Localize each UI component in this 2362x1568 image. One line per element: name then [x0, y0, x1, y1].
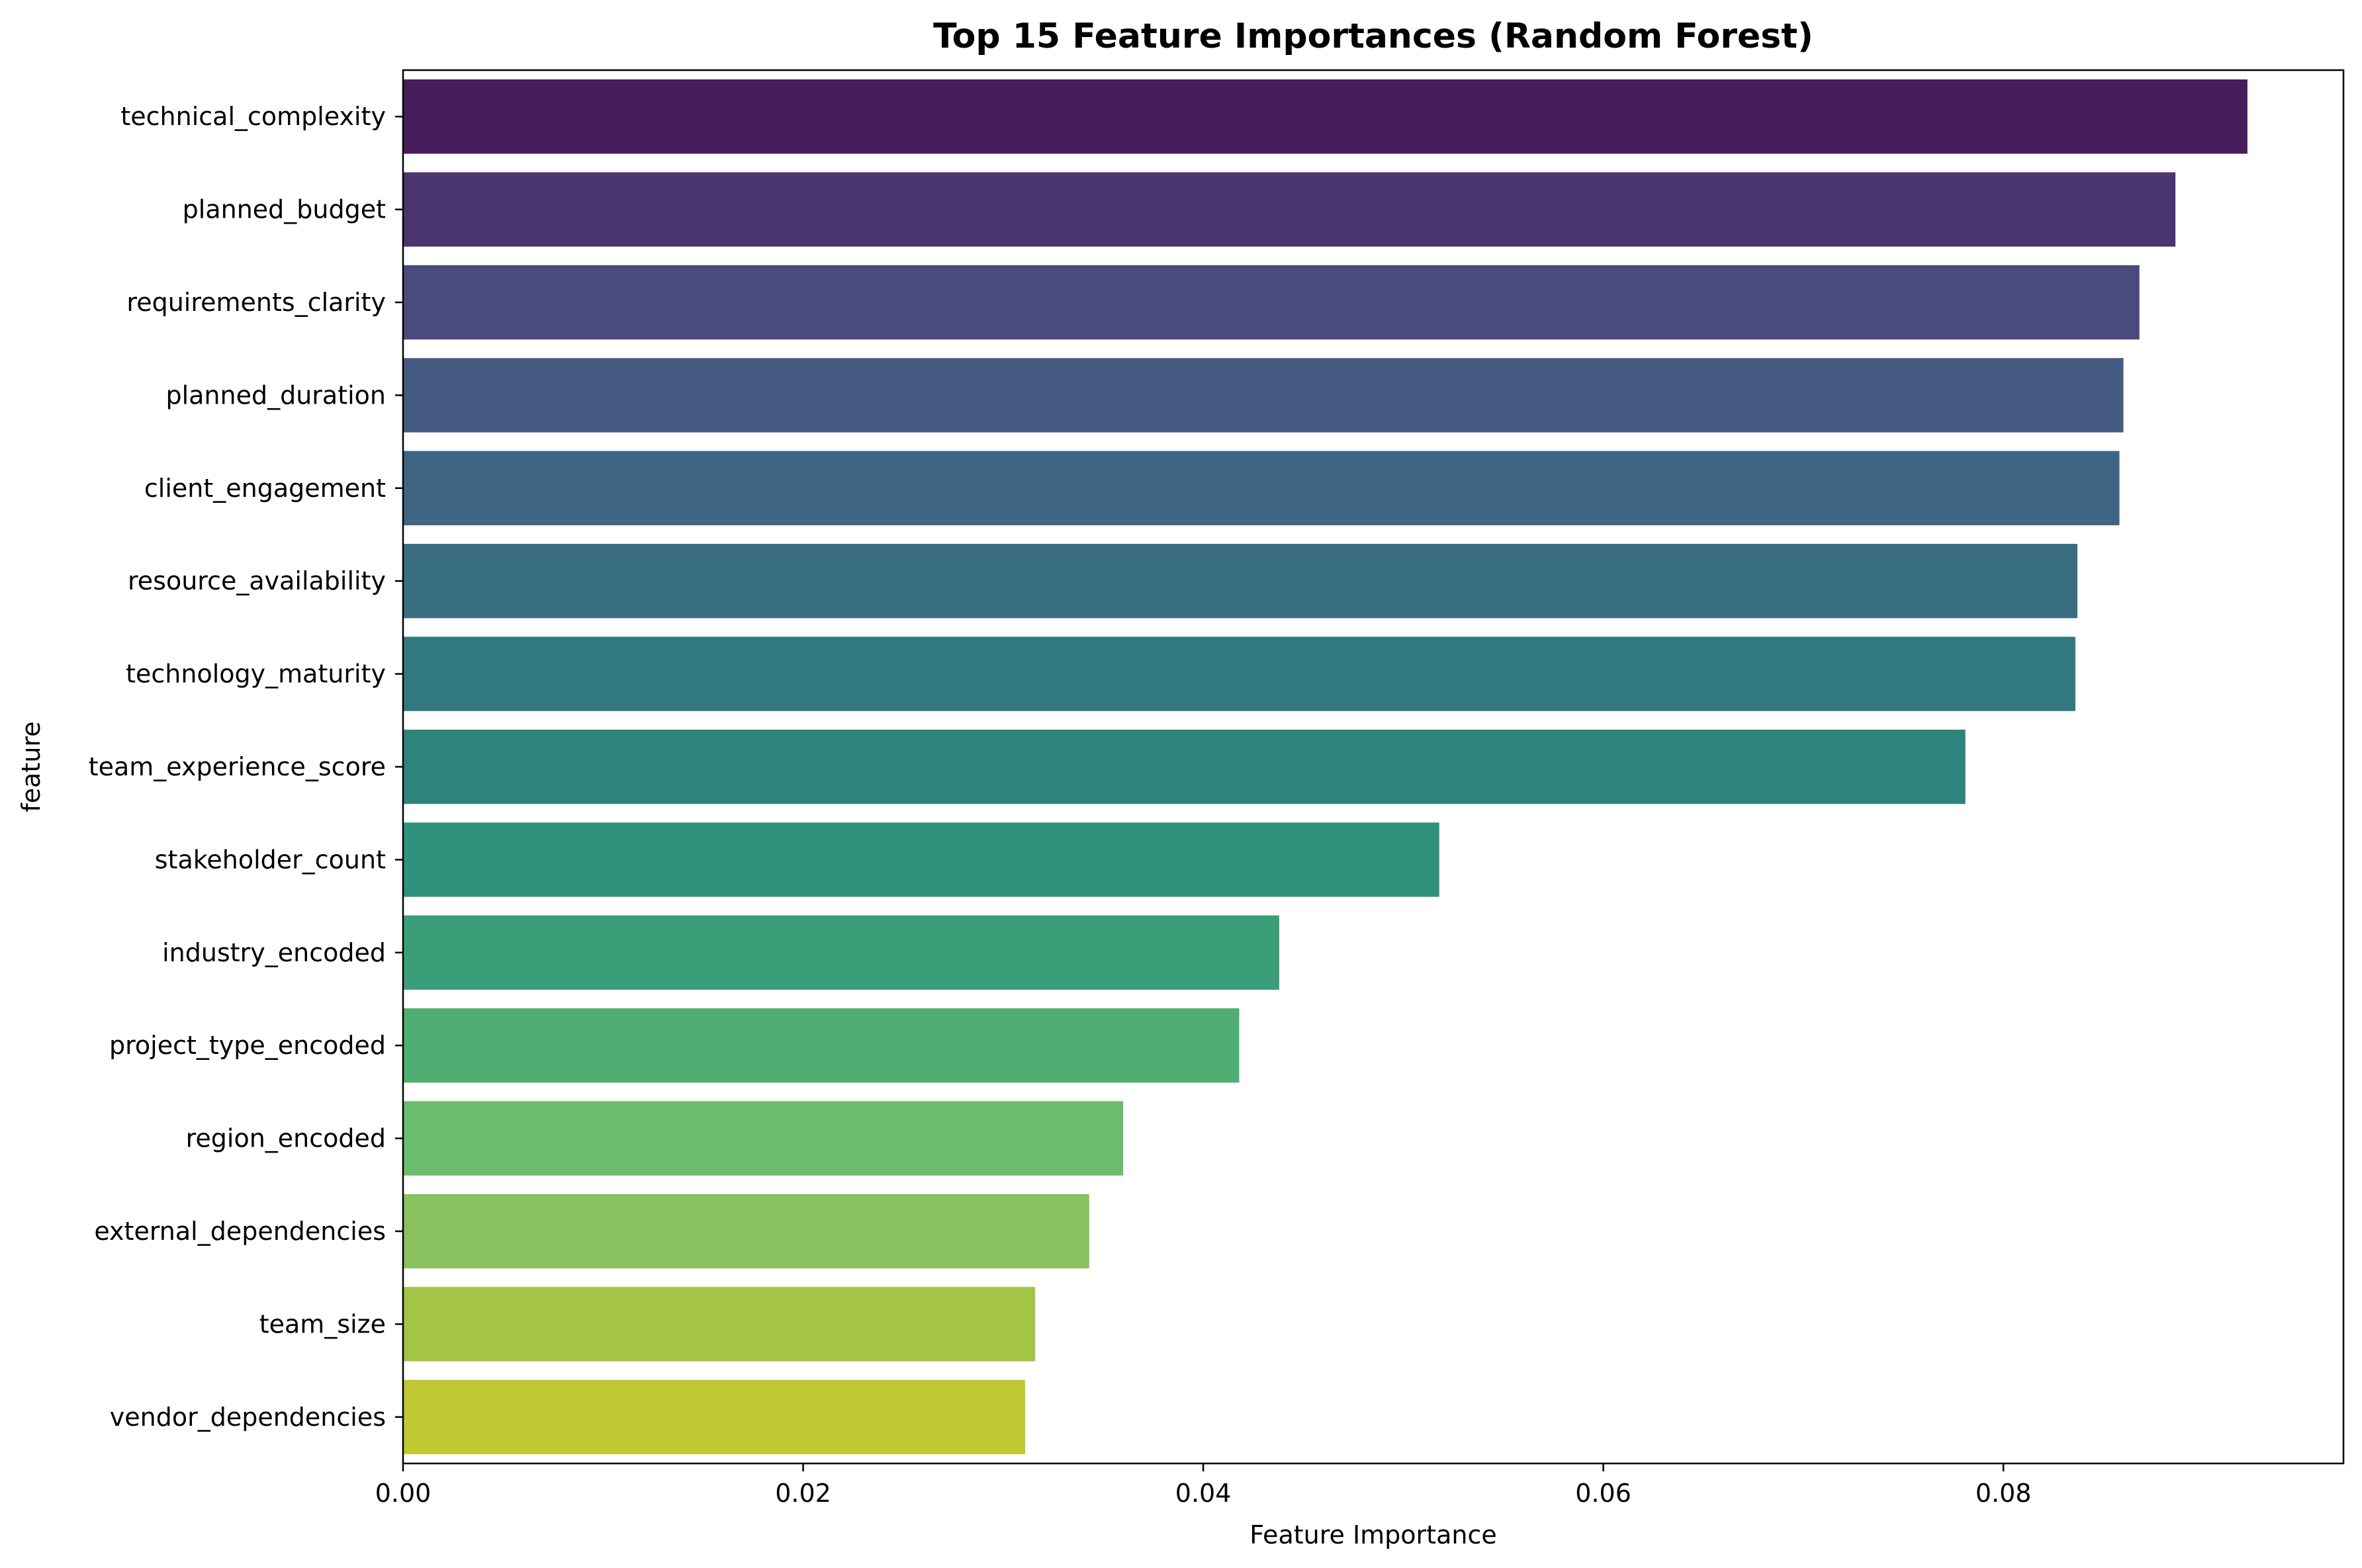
x-tick-label: 0.00 [375, 1479, 432, 1508]
y-tick-label-vendor-dependencies: vendor_dependencies [110, 1403, 386, 1432]
y-tick-label-team-size: team_size [259, 1309, 386, 1338]
chart-title: Top 15 Feature Importances (Random Fores… [933, 17, 1813, 56]
bar-external-dependencies [403, 1194, 1089, 1269]
bar-client-engagement [403, 451, 2120, 525]
y-tick-label-technology-maturity: technology_maturity [126, 660, 386, 689]
y-tick-label-client-engagement: client_engagement [144, 474, 386, 503]
bars-group [403, 79, 2248, 1454]
bar-stakeholder-count [403, 822, 1439, 897]
bar-technical-complexity [403, 79, 2248, 154]
y-tick-label-technical-complexity: technical_complexity [120, 102, 386, 131]
bar-region-encoded [403, 1101, 1124, 1176]
x-axis-label: Feature Importance [1249, 1520, 1496, 1549]
y-tick-label-team-experience-score: team_experience_score [89, 752, 386, 781]
x-tick-label: 0.04 [1175, 1479, 1232, 1508]
bar-technology-maturity [403, 636, 2075, 711]
y-tick-label-requirements-clarity: requirements_clarity [126, 288, 386, 317]
y-axis-label: feature [17, 721, 46, 812]
y-tick-label-planned-budget: planned_budget [183, 195, 386, 224]
y-tick-label-planned-duration: planned_duration [165, 380, 386, 410]
y-ticks-group: technical_complexity planned_budgetrequir… [89, 102, 403, 1432]
bar-planned-budget [403, 172, 2176, 247]
bar-project-type-encoded [403, 1008, 1240, 1083]
plot-area-frame [402, 69, 2345, 1465]
x-tick-label: 0.02 [775, 1479, 831, 1508]
bar-resource-availability [403, 544, 2077, 619]
bar-vendor-dependencies [403, 1379, 1026, 1454]
x-ticks-group: 0.00 0.02 0.04 0.06 0.08 [375, 1463, 2032, 1508]
y-tick-label-region-encoded: region_encoded [186, 1124, 386, 1153]
bar-team-size [403, 1287, 1036, 1362]
y-tick-label-industry-encoded: industry_encoded [162, 938, 386, 967]
x-tick-label: 0.08 [1976, 1479, 2032, 1508]
y-tick-label-project-type-encoded: project_type_encoded [109, 1031, 386, 1060]
y-tick-label-stakeholder-count: stakeholder_count [155, 845, 386, 874]
bar-team-experience-score [403, 729, 1966, 805]
x-tick-label: 0.06 [1575, 1479, 1631, 1508]
bar-requirements-clarity [403, 265, 2140, 340]
y-tick-label-resource-availability: resource_availability [128, 566, 386, 595]
y-tick-label-external-dependencies: external_dependencies [94, 1217, 386, 1246]
bar-industry-encoded [403, 915, 1279, 990]
bar-planned-duration [403, 358, 2124, 433]
